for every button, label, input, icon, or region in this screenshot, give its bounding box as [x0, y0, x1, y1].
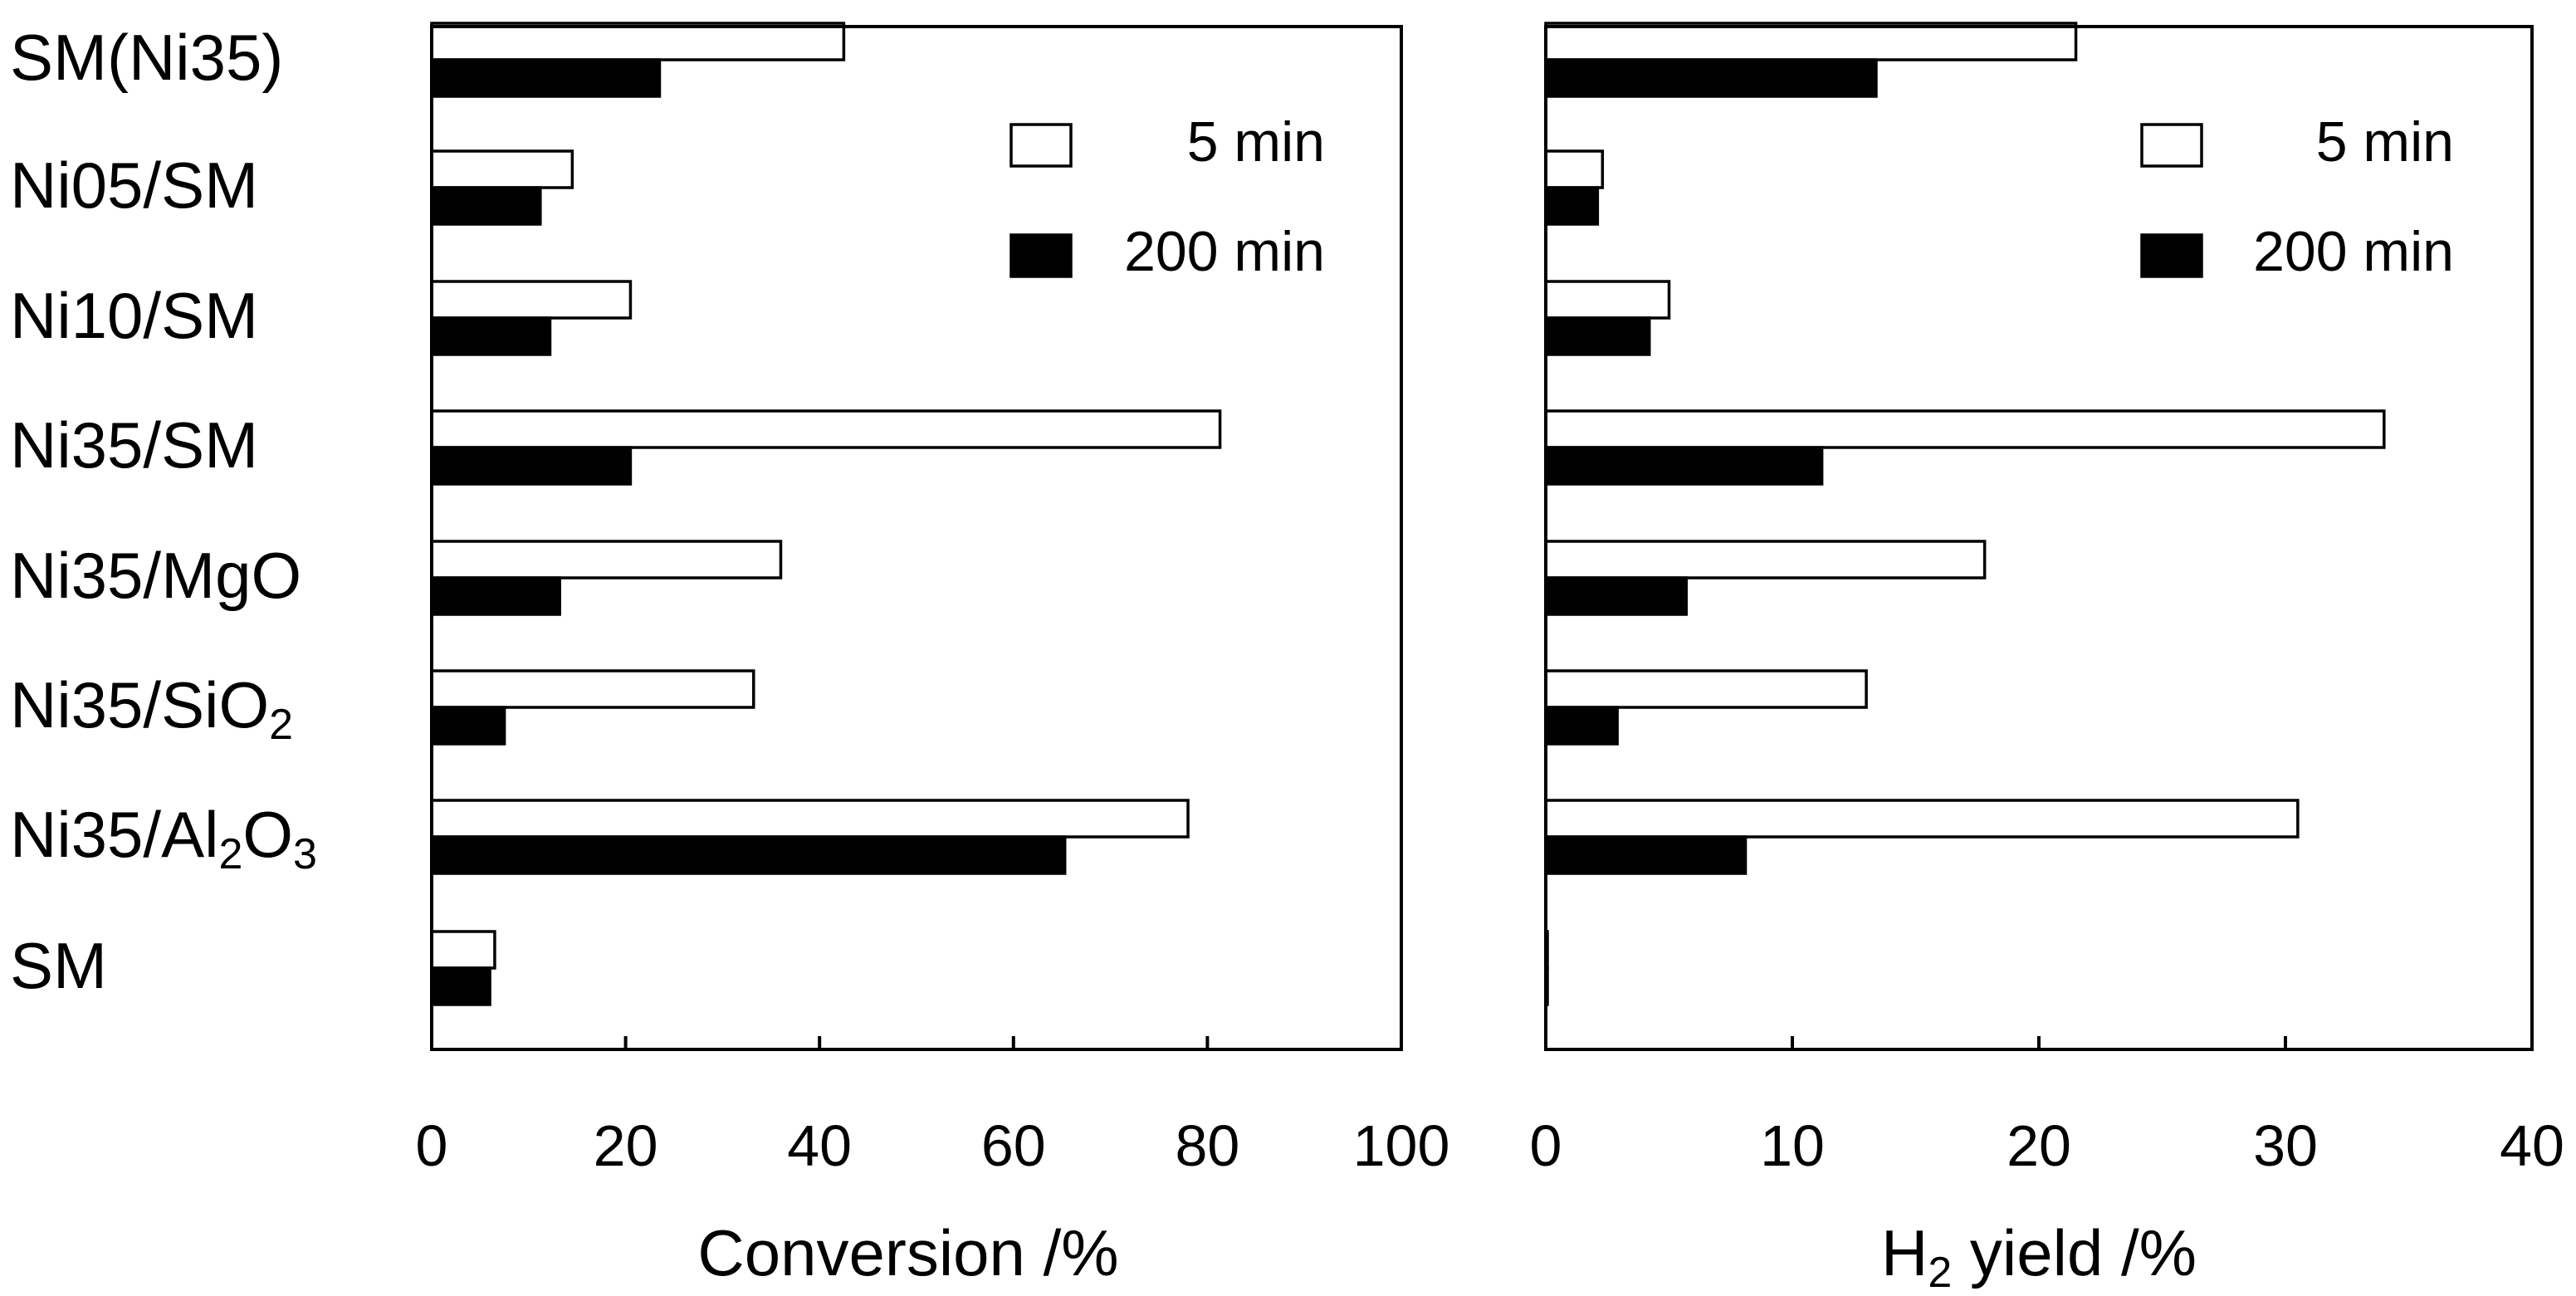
h2-yield-bar-5min: [1544, 409, 2386, 449]
h2-yield-bar-5min: [1544, 799, 2300, 839]
legend-200min-label: 200 min: [2253, 220, 2454, 283]
conversion-bar-200min: [430, 576, 561, 616]
h2-yield-legend: 5 min 200 min: [2140, 110, 2454, 283]
category-label: Ni35/MgO: [10, 539, 301, 612]
conversion-tick-label: 0: [416, 1113, 448, 1178]
h2-yield-x-axis-title: H2 yield /%: [1881, 1216, 2197, 1296]
conversion-x-ticks: 0 20 40 60 80 100: [416, 1036, 1450, 1178]
h2-yield-bar-200min: [1544, 316, 1651, 356]
h2-yield-tick-label: 10: [1760, 1113, 1825, 1178]
h2-yield-bar-5min: [1544, 22, 2078, 61]
category-label: SM(Ni35): [10, 21, 283, 94]
legend-5min-swatch: [1009, 123, 1073, 168]
category-label: Ni35/Al2O3: [10, 798, 317, 878]
legend-200min-label: 200 min: [1124, 220, 1325, 283]
category-label: SM: [10, 929, 107, 1002]
h2-yield-bar-5min: [1544, 149, 1605, 189]
conversion-bar-200min: [430, 446, 633, 486]
h2-yield-bar-200min: [1544, 58, 1878, 98]
h2-yield-plot-frame: [1544, 25, 2534, 1051]
h2-yield-bar-5min: [1544, 280, 1671, 320]
conversion-tick-label: 40: [787, 1113, 852, 1178]
conversion-bar-5min: [430, 149, 574, 189]
category-labels: SM(Ni35) Ni05/SM Ni10/SM Ni35/SM Ni35/MgO Ni3…: [10, 21, 317, 1002]
conversion-bar-5min: [430, 669, 755, 709]
conversion-tick-label: 60: [981, 1113, 1046, 1178]
category-label: Ni10/SM: [10, 279, 258, 352]
conversion-tick-label: 20: [594, 1113, 658, 1178]
legend-5min-swatch: [2140, 123, 2203, 168]
h2-yield-bars: [1544, 22, 2386, 1006]
conversion-bar-5min: [430, 799, 1190, 839]
category-label: Ni35/SM: [10, 408, 258, 482]
conversion-tick-label: 100: [1353, 1113, 1450, 1178]
conversion-tick-label: 80: [1175, 1113, 1239, 1178]
h2-yield-bar-200min: [1544, 576, 1689, 616]
conversion-bar-5min: [430, 540, 783, 580]
conversion-bar-200min: [430, 316, 552, 356]
conversion-panel: 0 20 40 60 80 100 5 min 200 min Conversion /%: [416, 22, 1450, 1289]
conversion-bar-200min: [430, 58, 662, 98]
legend-200min-swatch: [2140, 233, 2203, 278]
conversion-legend: 5 min 200 min: [1009, 110, 1325, 283]
h2-yield-tick-label: 40: [2500, 1113, 2564, 1178]
h2-yield-bar-200min: [1544, 706, 1619, 746]
h2-yield-tick-label: 30: [2253, 1113, 2318, 1178]
h2-yield-bar-200min: [1544, 446, 1824, 486]
conversion-bar-5min: [430, 22, 846, 61]
legend-5min-label: 5 min: [2316, 110, 2454, 174]
conversion-bar-200min: [430, 966, 491, 1006]
conversion-x-axis-title: Conversion /%: [697, 1216, 1118, 1289]
legend-200min-swatch: [1009, 233, 1073, 278]
h2-yield-bar-5min: [1544, 669, 1868, 709]
h2-yield-tick-label: 0: [1530, 1113, 1562, 1178]
conversion-bar-200min: [430, 835, 1067, 875]
conversion-bars: [430, 22, 1222, 1006]
legend-5min-label: 5 min: [1187, 110, 1325, 174]
conversion-bar-5min: [430, 930, 496, 970]
conversion-bar-200min: [430, 706, 506, 746]
h2-yield-bar-200min: [1544, 835, 1747, 875]
conversion-bar-5min: [430, 280, 633, 320]
h2-yield-bar-5min: [1544, 540, 1987, 580]
h2-yield-tick-label: 20: [2007, 1113, 2071, 1178]
h2-yield-x-ticks: 0 10 20 30 40: [1530, 1036, 2564, 1178]
conversion-bar-5min: [430, 409, 1222, 449]
category-label: Ni05/SM: [10, 149, 258, 222]
category-label: Ni35/SiO2: [10, 668, 293, 749]
conversion-bar-200min: [430, 186, 542, 226]
conversion-plot-frame: [430, 25, 1403, 1051]
h2-yield-bar-200min: [1544, 186, 1600, 226]
h2-yield-panel: 0 10 20 30 40 5 min 200 min H2 yield /%: [1530, 22, 2564, 1296]
